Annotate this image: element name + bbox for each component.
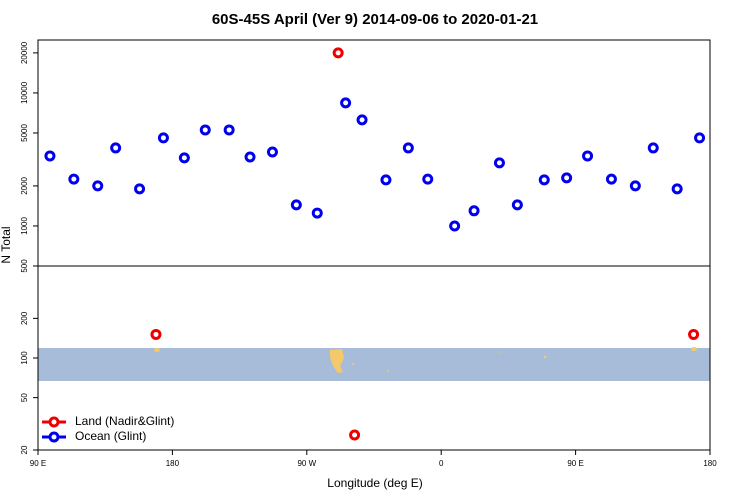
x-axis-label: Longitude (deg E) [327, 476, 422, 490]
point [223, 124, 235, 136]
point [605, 173, 617, 185]
point [178, 152, 190, 164]
point [538, 174, 550, 186]
point [468, 205, 480, 217]
point [561, 172, 573, 184]
point [68, 173, 80, 185]
land-shapes [154, 347, 697, 373]
point [150, 328, 162, 340]
y-tick-label: 100 [20, 351, 29, 365]
point [290, 199, 302, 211]
legend-label: Ocean (Glint) [75, 429, 146, 443]
y-axis-label: N Total [0, 226, 13, 263]
point [380, 174, 392, 186]
x-tick-label: 90 W [297, 459, 316, 468]
legend-marker [48, 416, 60, 428]
point [157, 132, 169, 144]
chart-title: 60S-45S April (Ver 9) 2014-09-06 to 2020… [212, 11, 538, 28]
point [311, 207, 323, 219]
legend: Land (Nadir&Glint) Ocean (Glint) [42, 414, 174, 443]
point [244, 151, 256, 163]
point [449, 220, 461, 232]
legend-label: Land (Nadir&Glint) [75, 414, 174, 428]
y-tick-label: 10000 [20, 81, 29, 104]
point [422, 173, 434, 185]
point [511, 199, 523, 211]
point [92, 180, 104, 192]
point [266, 146, 278, 158]
x-tick-label: 90 E [30, 459, 46, 468]
y-tick-label: 20 [20, 445, 29, 454]
point [44, 150, 56, 162]
point [493, 157, 505, 169]
point [356, 114, 368, 126]
point [340, 97, 352, 109]
point [694, 132, 706, 144]
y-tick-label: 1000 [20, 217, 29, 235]
x-tick-label: 180 [703, 459, 717, 468]
y-tick-label: 200 [20, 311, 29, 325]
point [671, 183, 683, 195]
point [402, 142, 414, 154]
point [629, 180, 641, 192]
point [199, 124, 211, 136]
x-tick-label: 180 [166, 459, 180, 468]
legend-marker [48, 431, 60, 443]
y-tick-label: 5000 [20, 124, 29, 142]
x-tick-label: 90 E [567, 459, 583, 468]
point [110, 142, 122, 154]
point [688, 328, 700, 340]
plot-frame [37, 39, 711, 451]
y-tick-label: 20000 [20, 41, 29, 64]
point [134, 183, 146, 195]
point [582, 150, 594, 162]
point [647, 142, 659, 154]
point [349, 429, 361, 441]
y-tick-label: 500 [20, 259, 29, 273]
y-tick-label: 50 [20, 393, 29, 402]
ocean-band [38, 348, 710, 381]
x-tick-label: 0 [439, 459, 444, 468]
y-tick-label: 2000 [20, 176, 29, 194]
point [332, 47, 344, 59]
